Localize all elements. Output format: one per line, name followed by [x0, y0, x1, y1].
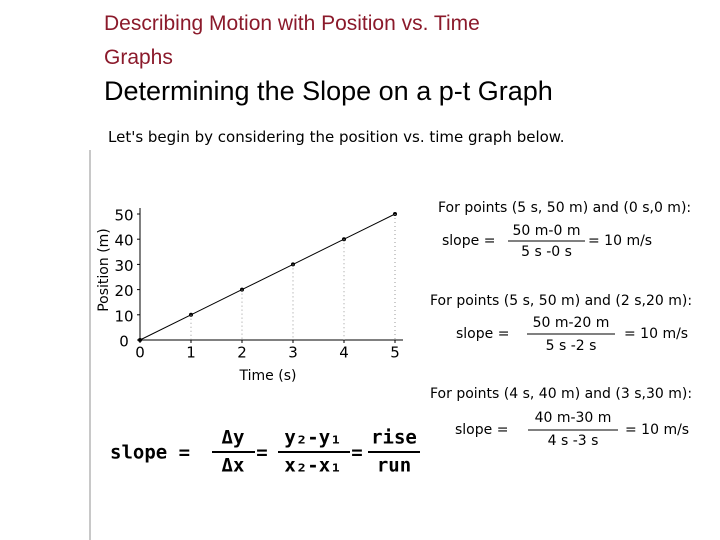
- example-heading: For points (5 s, 50 m) and (2 s,20 m):: [430, 293, 692, 309]
- y-tick-label: 20: [114, 282, 133, 300]
- denominator: Δx: [222, 455, 245, 477]
- equals: =: [256, 442, 267, 464]
- y-tick-label: 40: [114, 232, 133, 250]
- x-axis-label: Time (s): [239, 368, 297, 384]
- example-denominator: 5 s -0 s: [521, 244, 572, 260]
- title: Describing Motion with Position vs. Time…: [104, 12, 480, 69]
- example-label: slope =: [456, 326, 509, 342]
- x-tick-label: 5: [390, 344, 400, 362]
- x-tick-label: 1: [186, 344, 196, 362]
- data-line: [139, 213, 396, 341]
- formula: slope = Δy Δx = y₂-y₁ x₂-x₁ = rise run: [110, 427, 420, 477]
- denominator: x₂-x₁: [284, 455, 341, 477]
- equals: =: [351, 442, 362, 464]
- numerator: y₂-y₁: [284, 427, 341, 449]
- y-axis-label: Position (m): [96, 228, 112, 312]
- example-heading: For points (4 s, 40 m) and (3 s,30 m):: [430, 386, 692, 402]
- example-numerator: 50 m-20 m: [533, 315, 610, 331]
- example-heading: For points (5 s, 50 m) and (0 s,0 m):: [438, 200, 691, 216]
- intro: Let's begin by considering the position …: [108, 128, 564, 146]
- y-tick-label: 0: [119, 333, 129, 351]
- x-tick-label: 2: [237, 344, 247, 362]
- x-tick-label: 3: [288, 344, 298, 362]
- y-tick-label: 10: [114, 307, 133, 325]
- formula-label: slope =: [110, 442, 190, 464]
- x-tick-label: 4: [339, 344, 349, 362]
- examples: For points (5 s, 50 m) and (0 s,0 m): slo…: [430, 200, 692, 449]
- title-line: Describing Motion with Position vs. Time: [104, 12, 480, 35]
- example-result: = 10 m/s: [588, 233, 652, 249]
- numerator: rise: [371, 427, 417, 449]
- denominator: run: [377, 455, 411, 477]
- numerator: Δy: [222, 427, 245, 449]
- example-denominator: 4 s -3 s: [548, 433, 599, 449]
- title-line: Graphs: [104, 46, 173, 69]
- subtitle: Determining the Slope on a p-t Graph: [104, 76, 553, 106]
- example-denominator: 5 s -2 s: [546, 338, 597, 354]
- example-label: slope =: [455, 422, 508, 438]
- example-numerator: 50 m-0 m: [513, 223, 581, 239]
- example-numerator: 40 m-30 m: [535, 410, 612, 426]
- x-tick-label: 0: [135, 344, 145, 362]
- graph: 0 10 20 30 40 50 0 1 2 3 4 5 Time (s) Position (m): [96, 207, 403, 384]
- data-point: [138, 338, 142, 342]
- example-result: = 10 m/s: [624, 326, 688, 342]
- example-result: = 10 m/s: [625, 422, 689, 438]
- y-tick-label: 50: [114, 207, 133, 225]
- y-tick-label: 30: [114, 257, 133, 275]
- example-label: slope =: [442, 233, 495, 249]
